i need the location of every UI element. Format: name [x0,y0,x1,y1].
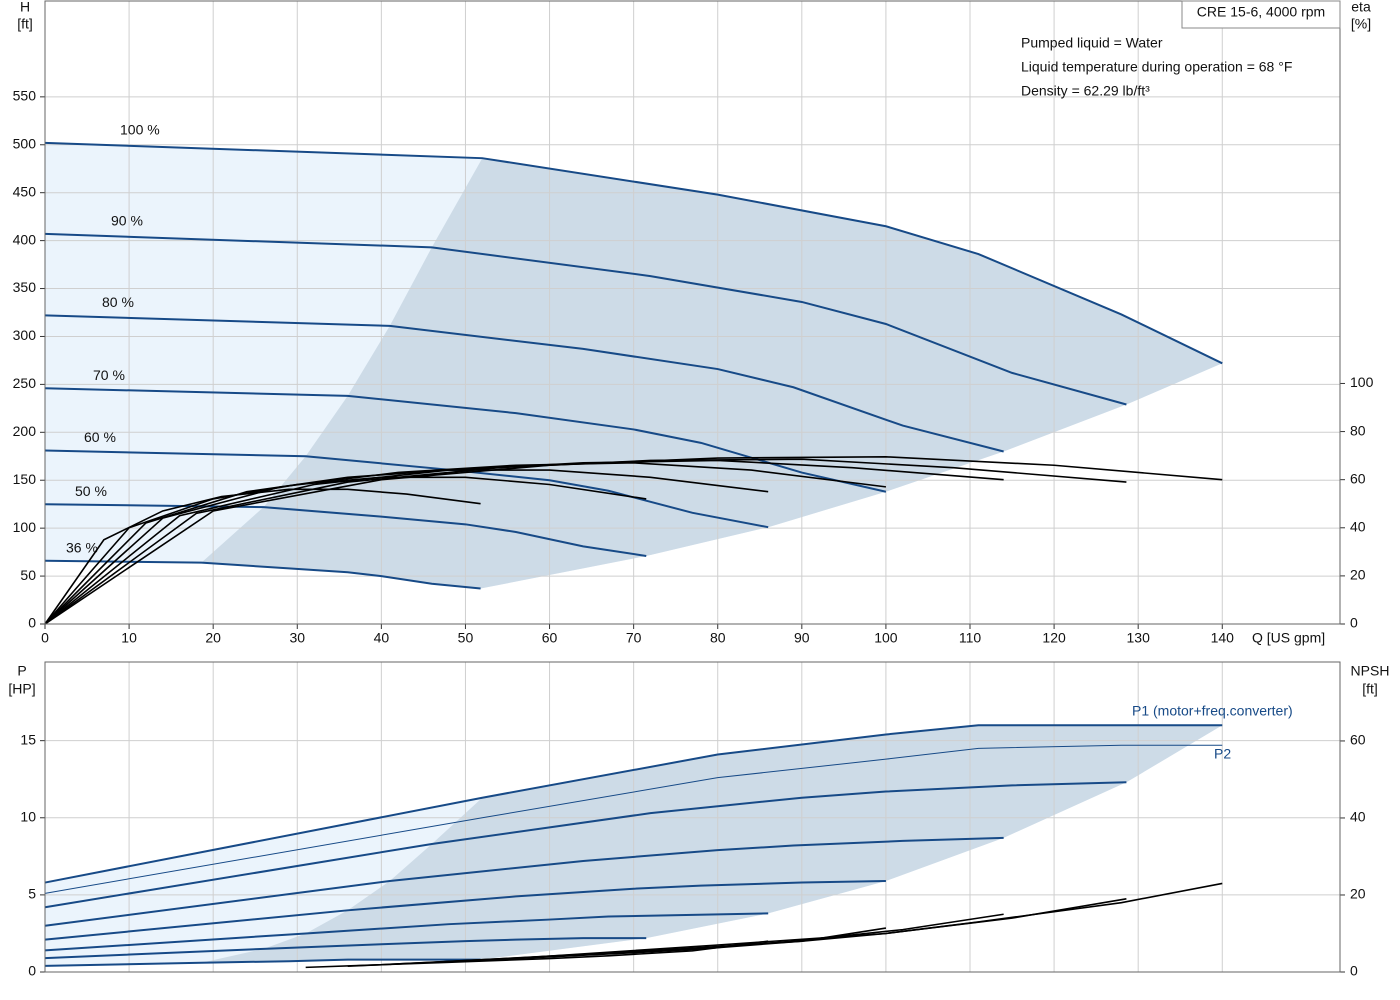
annotation: P1 (motor+freq.converter) [1132,703,1293,719]
x-tick-label: 20 [205,630,221,646]
x-tick-label: 90 [794,630,810,646]
secondary-curve [44,469,769,625]
primary-curve [44,880,886,941]
primary-curve [44,958,481,967]
curve-label: 60 % [84,429,116,445]
plot-1: 0 5 10 15 0 20 40 60 P [HP] NPSH [ft] P1 (motor+freq… [8,661,1390,979]
x-tick-label: 10 [121,630,137,646]
y-tick-label: 500 [13,135,37,151]
y2-axis-label: eta [1351,0,1371,15]
primary-curve [44,141,1223,365]
primary-curve [44,912,769,952]
curve-label: 100 % [120,122,160,138]
y-tick-label: 300 [13,327,37,343]
curve-label: 70 % [93,367,125,383]
y-tick-label: 5 [28,886,36,902]
y2-axis-label: NPSH [1351,663,1390,679]
x-axis-label: Q [US gpm] [1252,630,1325,646]
y-tick-label: 100 [13,519,37,535]
operating-area [201,725,1223,963]
plot-frame [44,0,1341,625]
y2-tick-label: 80 [1350,422,1366,438]
annotation: Density = 62.29 lb/ft³ [1021,83,1150,99]
chart-title: CRE 15-6, 4000 rpm [1197,4,1325,20]
x-tick-label: 140 [1211,630,1235,646]
title-box [1181,0,1341,29]
y2-tick-label: 0 [1350,615,1358,631]
y2-axis-unit: [ft] [1362,681,1378,697]
y-tick-label: 400 [13,231,37,247]
y2-tick-label: 40 [1350,809,1366,825]
annotation: Liquid temperature during operation = 68… [1021,59,1292,75]
y-tick-label: 350 [13,279,37,295]
primary-curve [44,387,887,493]
plot-frame [44,661,1341,973]
primary-curve [44,232,1127,406]
secondary-curve [44,488,481,625]
primary-curve [44,503,647,557]
y-tick-label: 50 [20,567,36,583]
primary-curve [44,314,1004,453]
x-tick-label: 70 [626,630,642,646]
y2-tick-label: 20 [1350,567,1366,583]
y-tick-label: 0 [28,963,36,979]
x-tick-label: 100 [874,630,898,646]
secondary-curve [44,459,1004,625]
primary-curve [44,744,1223,894]
y-tick-label: 10 [20,808,36,824]
primary-curve [44,449,769,529]
curve-label: 80 % [102,294,134,310]
secondary-curve [44,462,887,625]
annotation: Pumped liquid = Water [1021,35,1163,51]
operating-area [201,158,1223,589]
y2-axis-unit: [%] [1351,16,1371,32]
x-tick-label: 120 [1042,630,1066,646]
x-tick-label: 80 [710,630,726,646]
y-tick-label: 250 [13,375,37,391]
curve-label: 36 % [66,539,98,555]
curve-label: 50 % [75,483,107,499]
x-tick-label: 40 [374,630,390,646]
y2-tick-label: 20 [1350,886,1366,902]
y-tick-label: 0 [28,615,36,631]
x-tick-label: 50 [458,630,474,646]
y-axis-unit: [HP] [8,681,35,697]
y2-tick-label: 100 [1350,374,1374,390]
y-tick-label: 450 [13,183,37,199]
plot-0: 0501001502002503003504004505005500204060… [13,0,1374,646]
y-tick-label: 550 [13,88,37,104]
y-axis-label: P [17,663,26,679]
x-tick-label: 60 [542,630,558,646]
primary-curve [44,724,1223,884]
y2-tick-label: 60 [1350,732,1366,748]
x-tick-label: 130 [1127,630,1151,646]
primary-curve [44,781,1127,909]
x-tick-label: 30 [289,630,305,646]
y-axis-unit: [ft] [17,16,33,32]
x-tick-label: 110 [959,630,982,646]
y2-tick-label: 40 [1350,518,1366,534]
y-tick-label: 200 [13,423,37,439]
y-axis-label: H [20,0,30,15]
x-tick-label: 0 [41,630,49,646]
secondary-curve [305,940,769,969]
y2-tick-label: 0 [1350,963,1358,979]
y2-tick-label: 60 [1350,470,1366,486]
primary-curve [44,937,647,960]
primary-curve [44,836,1004,927]
secondary-curve [44,476,647,625]
primary-curve [44,559,481,590]
y-tick-label: 15 [20,731,36,747]
annotation: P2 [1214,746,1231,762]
curve-label: 90 % [111,213,143,229]
y-tick-label: 150 [13,471,37,487]
secondary-curve [347,927,887,968]
